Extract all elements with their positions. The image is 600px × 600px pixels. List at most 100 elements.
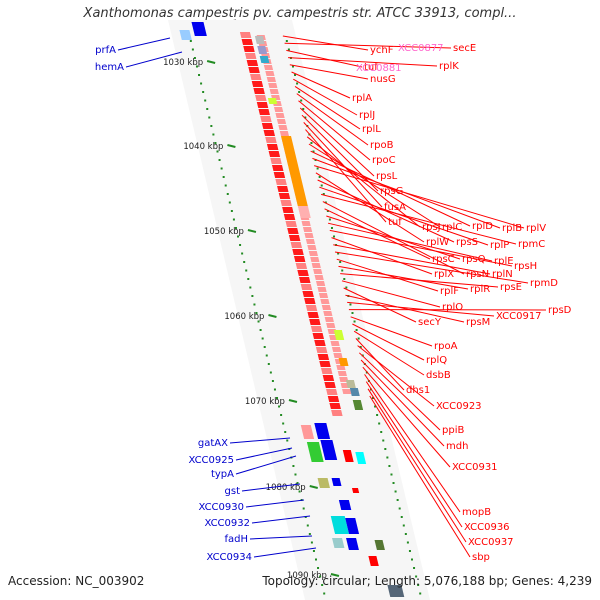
minor-tick xyxy=(294,473,297,476)
gene-label: rpsC xyxy=(432,254,455,265)
gene-block xyxy=(322,375,335,381)
gene-block xyxy=(260,116,272,122)
minor-tick xyxy=(317,567,320,569)
kbp-tick-label: 1090 kbp xyxy=(287,571,327,581)
gene-label: rpsD xyxy=(548,305,572,316)
gene-label: rpoA xyxy=(434,341,458,352)
leader-line xyxy=(241,483,301,492)
gene-label: rplB xyxy=(502,223,522,234)
gene-label: rplA xyxy=(352,93,372,104)
minor-tick xyxy=(298,490,301,493)
gene-label: rplX xyxy=(434,269,454,280)
gene-block xyxy=(254,36,265,44)
gene-label: XCC0936 xyxy=(464,522,510,533)
minor-tick xyxy=(417,584,420,586)
minor-tick xyxy=(208,116,211,119)
minor-tick xyxy=(198,74,201,76)
gene-block xyxy=(261,123,274,129)
gene-label: ychF xyxy=(370,45,394,56)
gene-block xyxy=(246,60,259,66)
minor-tick xyxy=(222,176,225,178)
gene-label: rpsJ xyxy=(422,222,441,233)
leader-line xyxy=(355,338,405,391)
minor-tick xyxy=(287,48,290,51)
gene-block xyxy=(329,403,341,409)
gene-block xyxy=(305,239,316,244)
gene-label: gatAX xyxy=(198,438,228,449)
gene-block xyxy=(315,347,328,353)
minor-tick xyxy=(210,125,213,127)
gene-block xyxy=(275,113,285,118)
minor-tick xyxy=(284,431,287,433)
leader-line xyxy=(364,374,461,513)
kbp-tick: 1060 kbp xyxy=(224,312,277,322)
gene-block xyxy=(332,538,345,548)
minor-tick xyxy=(298,91,301,93)
gene-block xyxy=(307,312,319,318)
minor-tick xyxy=(318,176,321,178)
gene-label: XCC0925 xyxy=(188,455,234,466)
leader-line xyxy=(320,193,517,245)
minor-tick xyxy=(292,465,295,467)
gene-block xyxy=(327,396,340,402)
minor-tick xyxy=(341,269,344,272)
gene-label: rpsN xyxy=(466,269,489,280)
leader-line xyxy=(362,366,451,468)
leader-line xyxy=(253,547,317,558)
minor-tick xyxy=(337,252,340,255)
kbp-tick-label: 1060 kbp xyxy=(224,312,264,322)
gene-block xyxy=(305,305,318,311)
minor-tick xyxy=(286,439,289,442)
gene-block xyxy=(268,151,281,157)
gene-block xyxy=(275,179,287,185)
minor-tick xyxy=(308,533,311,535)
minor-tick xyxy=(269,371,272,374)
gene-block xyxy=(283,214,296,220)
leader-line xyxy=(289,64,369,80)
gene-block xyxy=(346,538,359,550)
minor-tick xyxy=(306,524,309,527)
gene-label: hemA xyxy=(95,62,124,73)
minor-tick xyxy=(245,269,248,272)
gene-label: XCC0932 xyxy=(204,518,250,529)
minor-tick xyxy=(257,320,260,323)
gene-label: mopB xyxy=(462,507,491,518)
gene-label: rplN xyxy=(492,269,513,280)
gene-block xyxy=(257,46,268,54)
leader-line xyxy=(347,301,495,317)
gene-block xyxy=(280,200,292,206)
minor-tick xyxy=(384,448,387,450)
gene-block xyxy=(331,410,343,416)
gene-label: fadH xyxy=(224,534,248,545)
gene-label: dsbB xyxy=(426,370,451,381)
gene-label: rpsE xyxy=(500,282,522,293)
minor-tick xyxy=(259,329,262,331)
minor-tick xyxy=(314,558,317,561)
minor-tick xyxy=(394,490,397,493)
gene-block xyxy=(279,131,289,136)
gene-block xyxy=(273,172,286,178)
leader-line xyxy=(125,51,183,68)
leader-line xyxy=(350,316,433,347)
gene-block xyxy=(342,389,352,394)
gene-label: rpsQ xyxy=(462,254,486,265)
gene-block xyxy=(317,287,327,292)
gene-block xyxy=(368,556,379,566)
kbp-tick-label: 1070 kbp xyxy=(245,397,285,407)
minor-tick xyxy=(285,40,288,42)
gene-block xyxy=(297,206,311,218)
minor-tick xyxy=(195,65,198,68)
gene-block xyxy=(316,281,326,286)
gene-label-pink: XCC0881 xyxy=(356,63,402,74)
gene-block xyxy=(281,136,308,206)
gene-block xyxy=(302,291,314,297)
kbp-tick-label: 1050 kbp xyxy=(204,227,244,237)
leader-line xyxy=(251,515,311,524)
gene-block xyxy=(266,144,279,150)
gene-blocks xyxy=(179,22,405,597)
leader-line xyxy=(293,78,358,116)
gene-block xyxy=(338,500,352,510)
leader-line xyxy=(341,280,441,308)
gene-label: XCC0937 xyxy=(468,537,514,548)
gene-block xyxy=(314,275,324,280)
